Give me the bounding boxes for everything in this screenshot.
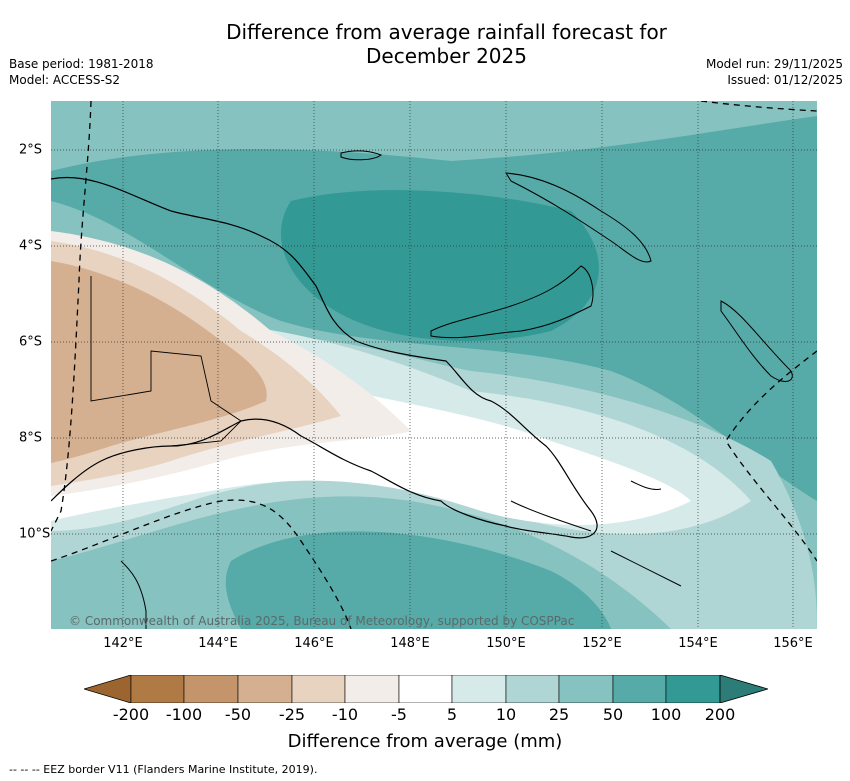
- colorbar-swatch: [558, 675, 614, 703]
- anomaly-zone-south: [225, 531, 611, 629]
- colorbar-swatch: [612, 675, 667, 703]
- colorbar-swatch: [130, 675, 185, 703]
- colorbar-label: 25: [548, 705, 570, 724]
- lon-tick: 144°E: [198, 636, 238, 651]
- colorbar-label: 5: [446, 705, 458, 724]
- lon-tick: 154°E: [678, 636, 718, 651]
- lon-tick: 156°E: [773, 636, 813, 651]
- colorbar-label: -5: [391, 705, 407, 724]
- colorbar-swatch: [344, 675, 400, 703]
- colorbar-label: -200: [112, 705, 150, 724]
- title-line-2: December 2025: [366, 44, 527, 68]
- colorbar-label: 200: [704, 705, 736, 724]
- colorbar-label: -25: [278, 705, 306, 724]
- eez-legend-footer: -- -- -- EEZ border V11 (Flanders Marine…: [9, 763, 318, 776]
- model-run: Model run: 29/11/2025: [705, 57, 843, 71]
- title-line-1: Difference from average rainfall forecas…: [226, 20, 667, 44]
- base-period: Base period: 1981-2018: [9, 57, 154, 71]
- colorbar-arrow-high: [719, 675, 768, 703]
- colorbar-label: -50: [224, 705, 252, 724]
- colorbar-label: 50: [602, 705, 624, 724]
- colorbar-title: Difference from average (mm): [287, 731, 563, 752]
- eez-border: [51, 101, 92, 532]
- colorbar-label: -100: [165, 705, 203, 724]
- colorbar-arrow-low: [84, 675, 132, 703]
- colorbar-label: 10: [495, 705, 517, 724]
- colorbar-swatch: [398, 675, 453, 703]
- colorbar-swatch: [183, 675, 239, 703]
- lon-tick: 152°E: [582, 636, 622, 651]
- lon-tick: 150°E: [486, 636, 526, 651]
- copyright-notice: © Commonwealth of Australia 2025, Bureau…: [69, 614, 575, 628]
- lat-tick: 2°S: [19, 142, 43, 158]
- lat-tick: 4°S: [19, 238, 43, 254]
- colorbar-swatch: [665, 675, 721, 703]
- lat-tick: 10°S: [19, 526, 51, 542]
- colorbar-swatch: [237, 675, 293, 703]
- issued-date: Issued: 01/12/2025: [727, 73, 843, 87]
- coastline-bougainville: [720, 300, 793, 382]
- eez-border-east: [700, 101, 817, 562]
- anomaly-zone-dry: [51, 261, 267, 463]
- lon-tick: 146°E: [294, 636, 334, 651]
- lon-tick: 142°E: [103, 636, 143, 651]
- chart-title: Difference from average rainfall forecas…: [0, 20, 850, 68]
- colorbar-label: 100: [650, 705, 682, 724]
- lon-tick: 148°E: [390, 636, 430, 651]
- eez-border-south: [51, 499, 352, 629]
- colorbar-label: -10: [331, 705, 359, 724]
- colorbar-swatch: [451, 675, 507, 703]
- coastline-new-ireland: [505, 172, 652, 263]
- lat-tick: 6°S: [19, 334, 43, 350]
- graticule: [51, 101, 817, 629]
- colorbar-swatch: [291, 675, 346, 703]
- rainfall-map: [51, 101, 817, 629]
- coastline-new-britain: [430, 265, 594, 339]
- border-line: [90, 276, 242, 447]
- meta-left: Base period: 1981-2018 Model: ACCESS-S2: [9, 56, 154, 88]
- coastline-islands-se: [510, 480, 682, 587]
- colorbar: [84, 675, 768, 703]
- coastline-manus: [340, 150, 383, 161]
- coastline-cape-york: [120, 560, 147, 629]
- meta-right: Model run: 29/11/2025 Issued: 01/12/2025: [706, 56, 843, 88]
- model-name: Model: ACCESS-S2: [9, 73, 121, 87]
- colorbar-swatch: [505, 675, 560, 703]
- lat-tick: 8°S: [19, 430, 43, 446]
